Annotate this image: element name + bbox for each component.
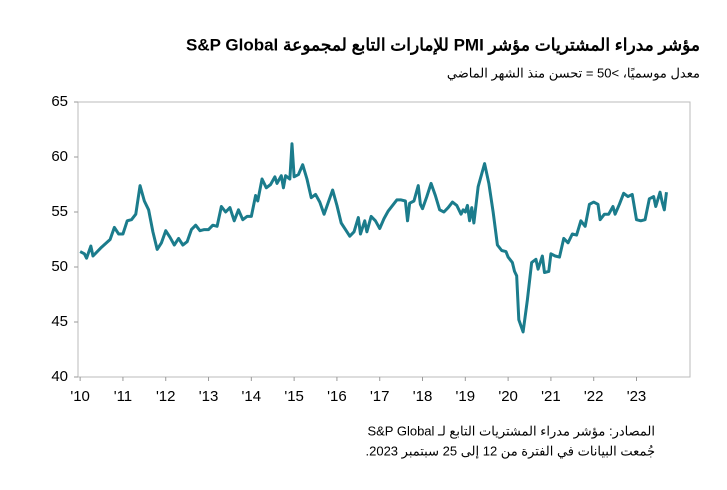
x-tick-label: '22 bbox=[584, 388, 604, 405]
x-tick-label: '11 bbox=[114, 388, 132, 405]
plot-frame bbox=[77, 101, 691, 378]
y-tick-label: 40 bbox=[51, 368, 68, 385]
y-tick-label: 50 bbox=[51, 258, 68, 275]
source: المصادر: مؤشر مدراء المشتريات التابع لـ … bbox=[367, 423, 655, 439]
x-tick-label: '10 bbox=[70, 388, 90, 405]
x-tick-label: '12 bbox=[156, 388, 176, 405]
x-tick-label: '20 bbox=[498, 388, 518, 405]
x-tick-label: '17 bbox=[370, 388, 390, 405]
x-tick-label: '21 bbox=[541, 388, 561, 405]
chart-subtitle: معدل موسميًا، >50 = تحسن منذ الشهر الماض… bbox=[447, 65, 700, 81]
x-tick-label: '15 bbox=[284, 388, 304, 405]
chart-title: مؤشر مدراء المشتريات مؤشر PMI للإمارات ا… bbox=[186, 35, 700, 55]
x-tick-label: '14 bbox=[242, 388, 262, 405]
x-tick-label: '23 bbox=[627, 388, 647, 405]
data-line bbox=[79, 142, 668, 334]
y-tick-label: 65 bbox=[51, 93, 68, 110]
x-tick-label: '19 bbox=[456, 388, 476, 405]
note: جُمعت البيانات في الفترة من 12 إلى 25 سب… bbox=[365, 443, 655, 459]
x-tick-label: '18 bbox=[413, 388, 433, 405]
y-tick-label: 60 bbox=[51, 148, 68, 165]
y-tick-label: 55 bbox=[51, 203, 68, 220]
x-tick-label: '13 bbox=[199, 388, 219, 405]
x-tick-label: '16 bbox=[327, 388, 347, 405]
y-tick-label: 45 bbox=[51, 313, 68, 330]
